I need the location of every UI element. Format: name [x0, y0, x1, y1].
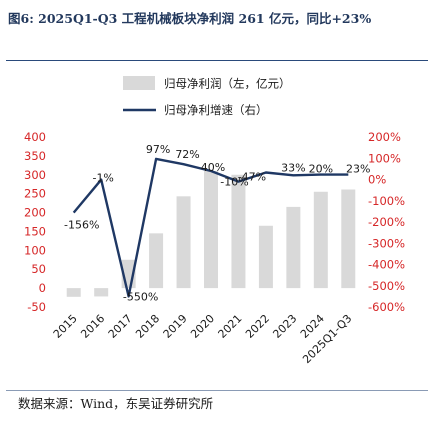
profit-bar [341, 189, 356, 289]
growth-data-label: 97% [146, 143, 170, 156]
right-axis: 200% 100% 0% -100% -200% -300% -400% -500% -600% [368, 130, 405, 314]
left-tick-label: 350 [24, 149, 46, 163]
category-label: 2018 [133, 312, 162, 341]
profit-bar [231, 174, 246, 289]
right-tick-label: -600% [368, 300, 405, 314]
growth-data-label: 72% [175, 148, 199, 161]
growth-line [72, 157, 349, 298]
combo-chart: 归母净利润（左，亿元） 归母净利增速（右） 400 350 300 250 200 150… [24, 76, 405, 366]
category-axis: 2015201620172018201920202021202220232024… [51, 312, 355, 366]
right-tick-label: -500% [368, 279, 405, 293]
source-divider [6, 390, 428, 391]
profit-bar [258, 225, 273, 289]
growth-data-label: -1% [92, 172, 113, 185]
profit-bar [204, 171, 218, 289]
legend-label-growth: 归母净利增速（右） [164, 103, 268, 117]
category-label: 2016 [78, 312, 107, 341]
bar-series [66, 171, 356, 297]
figure-title: 图6: 2025Q1-Q3 工程机械板块净利润 261 亿元，同比+23% [8, 11, 372, 26]
category-label: 2015 [51, 312, 80, 341]
category-label: 2020 [188, 312, 217, 341]
category-label: 2021 [216, 312, 245, 341]
growth-data-label: -550% [123, 290, 158, 303]
right-tick-label: 0% [368, 173, 386, 187]
profit-bar [149, 233, 164, 289]
category-label: 2023 [270, 312, 299, 341]
legend-label-profit: 归母净利润（左，亿元） [164, 77, 291, 91]
left-tick-label: 300 [24, 168, 46, 182]
category-label: 2017 [106, 312, 135, 341]
data-labels: -156% -1% -550% 97% 72%40% -10%-47% 33% 20% 23% [64, 143, 370, 303]
growth-data-label: 33% [281, 161, 305, 174]
right-tick-label: -100% [368, 194, 405, 208]
left-axis: 400 350 300 250 200 150 100 50 0 -50 [24, 130, 46, 314]
legend-bar-swatch [123, 76, 155, 90]
left-tick-label: 50 [31, 262, 46, 276]
category-label: 2019 [161, 312, 190, 341]
left-tick-label: -50 [27, 300, 46, 314]
title-divider [6, 60, 428, 61]
left-tick-label: 100 [24, 243, 46, 257]
left-tick-label: 0 [39, 281, 46, 295]
left-tick-label: 200 [24, 206, 46, 220]
growth-data-label: 40% [201, 161, 225, 174]
left-tick-label: 400 [24, 130, 46, 144]
source-note: 数据来源：Wind，东吴证券研究所 [18, 396, 214, 411]
left-tick-label: 250 [24, 187, 46, 201]
profit-bar [286, 206, 301, 289]
legend: 归母净利润（左，亿元） 归母净利增速（右） [123, 76, 291, 117]
profit-bar [313, 191, 328, 289]
growth-data-label: -47% [238, 170, 266, 183]
right-tick-label: -200% [368, 215, 405, 229]
right-tick-label: -400% [368, 258, 405, 272]
profit-bar [94, 288, 109, 297]
growth-data-label: 20% [309, 163, 333, 176]
growth-data-label: -156% [64, 219, 99, 232]
left-tick-label: 150 [24, 224, 46, 238]
right-tick-label: 100% [368, 151, 401, 165]
profit-bar [66, 288, 81, 297]
category-label: 2022 [243, 312, 272, 341]
growth-data-label: 23% [346, 163, 370, 176]
growth-data-label: -10% [220, 176, 248, 189]
line-series [72, 157, 349, 298]
right-tick-label: -300% [368, 236, 405, 250]
profit-bar [176, 196, 191, 289]
right-tick-label: 200% [368, 130, 401, 144]
